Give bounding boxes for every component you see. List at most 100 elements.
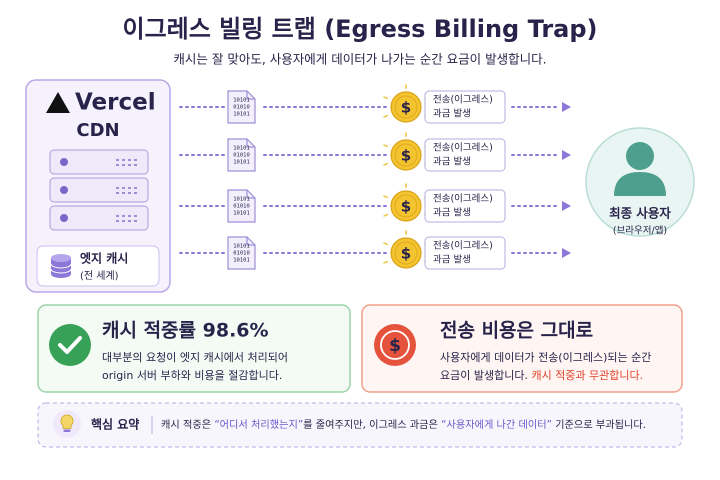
charge-label: 과금 발생 [433,255,471,266]
file-binary: 10101 [233,244,250,250]
file-binary: 10101 [233,197,250,203]
subtitle: 캐시는 잘 맞아도, 사용자에게 데이터가 나가는 순간 요금이 발생합니다. [173,52,546,67]
arrow-head [562,150,571,160]
card-text-part: 대부분의 요청이 엣지 캐시에서 처리되어 [102,351,288,364]
card-text-emphasis: 캐시 적중과 무관합니다. [531,369,643,382]
coin-ring [394,241,418,265]
bulb-base [63,429,71,432]
coin-ring [394,95,418,119]
charge-label: 과금 발생 [433,208,471,219]
file-binary: 01010 [233,153,250,159]
summary-part: 를 줄여주지만, 이그레스 과금은 [303,419,441,431]
cache-note: (전 세계) [80,270,119,282]
server-led [60,214,68,222]
arrow-head [562,102,571,112]
summary-part: 캐시 적중은 [161,419,214,431]
hit-rate-card [37,304,351,393]
coin-symbol: $ [401,245,411,263]
charge-label-box [424,138,506,172]
file-fold [246,139,255,148]
charge-label: 전송(이그레스) [433,143,493,154]
card-text-part: origin 서버 부하와 비용을 절감합니다. [102,368,282,382]
file-binary: 10101 [233,160,250,166]
coin-ray [383,114,389,118]
coin-ring [394,194,418,218]
check-icon [49,324,91,366]
vercel-logo-mark [46,92,70,113]
coin-ray [383,162,389,166]
cost-icon-symbol: $ [389,336,401,356]
server [49,149,149,175]
coin-ray [383,242,389,246]
charge-label-box [424,189,506,223]
database-icon [50,254,72,278]
file-fold [246,237,255,246]
summary-part: 기준으로 부과됩니다. [552,418,646,431]
card-text: 요금이 발생합니다. 캐시 적중과 무관합니다. [440,369,643,382]
egress-card [361,304,683,393]
coin-symbol: $ [401,147,411,165]
logo-text: Vercel [75,90,156,116]
title: 이그레스 빌링 트랩 (Egress Billing Trap) [122,15,597,43]
server-vents [116,159,137,222]
coin-ray [383,144,389,148]
charge-label: 과금 발생 [433,109,471,120]
card-title: 전송 비용은 그대로 [440,320,593,342]
charge-label: 전송(이그레스) [433,194,493,205]
charge-label: 과금 발생 [433,157,471,168]
arrow-head [562,201,571,211]
charge-label: 전송(이그레스) [433,95,493,106]
summary-label: 핵심 요약 [91,417,139,432]
coin-ray [383,195,389,199]
card-text: 대부분의 요청이 엣지 캐시에서 처리되어 [102,351,288,364]
check-mark [58,336,82,354]
file-binary: 10101 [233,211,250,217]
card-text-part: 사용자에게 데이터가 전송(이그레스)되는 순간 [440,351,651,364]
file-binary: 10101 [233,98,250,104]
server [49,177,149,203]
arrow-head [562,248,571,258]
cdn-label: CDN [76,120,119,141]
server-led [60,186,68,194]
file-binary: 10101 [233,112,250,118]
file-binary: 01010 [233,204,250,210]
charge-label-box [424,236,506,270]
file-fold [246,91,255,100]
file-binary: 01010 [233,251,250,257]
card-title: 캐시 적중률 98.6% [102,320,269,342]
coin-symbol: $ [401,198,411,216]
coin-ray [383,260,389,264]
coin-ray [383,96,389,100]
summary-text: 캐시 적중은 “어디서 처리했는지”를 줄여주지만, 이그레스 과금은 “사용자… [161,418,646,431]
file-binary: 01010 [233,105,250,111]
file-binary: 10101 [233,146,250,152]
coin-ring [394,143,418,167]
charge-label: 전송(이그레스) [433,241,493,252]
file-fold [246,190,255,199]
server [49,205,149,231]
coin-ray [383,213,389,217]
file-binary: 10101 [233,258,250,264]
cache-title: 엣지 캐시 [80,251,128,266]
user-note: (브라우저/앱) [613,225,667,237]
summary-box [37,402,683,448]
charge-label-box [424,90,506,124]
user-title: 최종 사용자 [609,206,671,221]
summary-emphasis: “어디서 처리했는지” [214,419,303,431]
user-body [614,172,666,196]
server-stack [49,149,149,231]
user-head [626,142,654,170]
cost-icon-ring [380,330,410,360]
server-led [60,158,68,166]
summary-emphasis: “사용자에게 나간 데이터” [441,419,552,431]
bulb-icon [60,414,74,429]
card-text-part: 요금이 발생합니다. [440,369,531,382]
card-text: 사용자에게 데이터가 전송(이그레스)되는 순간 [440,351,651,364]
coin-symbol: $ [401,99,411,117]
